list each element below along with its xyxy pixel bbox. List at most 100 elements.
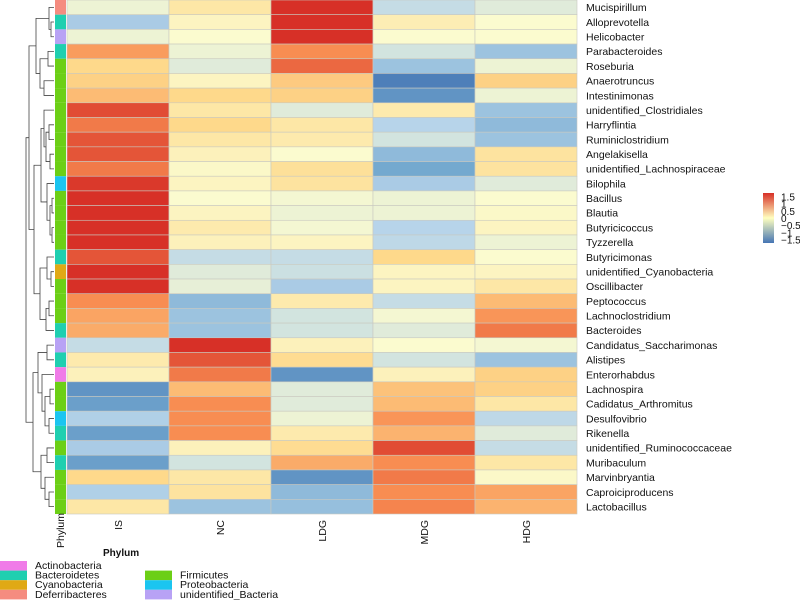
heatmap-cell bbox=[168, 234, 272, 250]
row-label: unidentified_Cyanobacteria bbox=[586, 266, 713, 278]
heatmap-cell bbox=[372, 484, 476, 500]
heatmap-cell bbox=[372, 29, 476, 45]
heatmap-cell bbox=[474, 410, 578, 427]
row-label: Bacillus bbox=[586, 193, 622, 205]
heatmap-cell bbox=[372, 293, 476, 309]
heatmap-cell bbox=[66, 410, 170, 427]
phylum-annotation-cell bbox=[55, 205, 66, 221]
heatmap-cell bbox=[66, 146, 170, 162]
heatmap-cell bbox=[372, 146, 476, 162]
phylum-annotation-cell bbox=[55, 29, 66, 45]
heatmap-cell bbox=[270, 43, 374, 60]
row-label: Anaerotruncus bbox=[586, 76, 654, 88]
heatmap-cell bbox=[372, 454, 476, 471]
heatmap-cell bbox=[372, 322, 476, 339]
heatmap-cell bbox=[270, 381, 374, 397]
heatmap-cell bbox=[270, 87, 374, 104]
heatmap-cell bbox=[474, 366, 578, 383]
phylum-annotation-cell bbox=[55, 146, 66, 162]
heatmap-cell bbox=[66, 366, 170, 383]
heatmap-cell bbox=[474, 234, 578, 250]
row-label: Bacteroides bbox=[586, 325, 641, 337]
heatmap-cell bbox=[168, 146, 272, 162]
phylum-annotation-cell bbox=[55, 469, 66, 485]
color-scale-tick-label: 0 bbox=[781, 214, 787, 225]
dendrogram-branch bbox=[48, 491, 54, 508]
heatmap-cell bbox=[372, 425, 476, 441]
row-label: Alloprevotella bbox=[586, 17, 649, 29]
heatmap-cell bbox=[270, 205, 374, 221]
heatmap-cell bbox=[270, 190, 374, 206]
heatmap-cell bbox=[474, 161, 578, 177]
row-label: Oscillibacter bbox=[586, 281, 644, 293]
row-label: unidentified_Ruminococcaceae bbox=[586, 443, 732, 455]
row-dendrogram bbox=[25, 6, 54, 508]
row-label: unidentified_Lachnospiraceae bbox=[586, 164, 726, 176]
row-label: Lachnospira bbox=[586, 384, 643, 396]
column-label: LDG bbox=[317, 520, 329, 542]
legend-swatch bbox=[0, 580, 27, 590]
heatmap-cell bbox=[168, 410, 272, 427]
phylum-annotation-cell bbox=[55, 411, 66, 426]
heatmap-cell bbox=[372, 410, 476, 427]
dendrogram-branch bbox=[45, 308, 54, 331]
heatmap-cell bbox=[66, 205, 170, 221]
heatmap-cell bbox=[474, 131, 578, 148]
heatmap-cell bbox=[270, 499, 374, 515]
legend-label: unidentified_Bacteria bbox=[180, 589, 278, 600]
heatmap-cell bbox=[372, 499, 476, 515]
heatmap-cell bbox=[372, 117, 476, 133]
phylum-annotation-cell bbox=[55, 190, 66, 206]
dendrogram-branch bbox=[44, 476, 54, 500]
heatmap-cell bbox=[474, 322, 578, 339]
legend-label: Actinobacteria bbox=[35, 560, 102, 572]
dendrogram-branch bbox=[47, 51, 54, 67]
row-label: Rikenella bbox=[586, 428, 629, 440]
heatmap-cell bbox=[270, 249, 374, 265]
heatmap-cell bbox=[474, 190, 578, 206]
heatmap-cell bbox=[372, 102, 476, 118]
row-label: Tyzzerella bbox=[586, 237, 633, 249]
heatmap-cell bbox=[66, 58, 170, 74]
phylum-annotation-cell bbox=[55, 381, 66, 397]
heatmap-cell bbox=[168, 219, 272, 236]
heatmap-cell bbox=[270, 131, 374, 148]
dendrogram-branch bbox=[50, 21, 54, 38]
dendrogram-branch bbox=[49, 388, 54, 405]
heatmap-cell bbox=[270, 117, 374, 133]
heatmap-cell bbox=[168, 117, 272, 133]
heatmap-cell bbox=[372, 352, 476, 368]
phylum-annotation-cell bbox=[55, 102, 66, 118]
color-scale-tick-label: −0.5 bbox=[781, 221, 800, 232]
phylum-annotation-cell bbox=[55, 337, 66, 353]
phylum-annotation-cell bbox=[55, 73, 66, 89]
heatmap-cell bbox=[270, 0, 374, 15]
heatmap-cell bbox=[270, 175, 374, 192]
dendrogram-branch bbox=[46, 183, 54, 221]
heatmap-cell bbox=[270, 58, 374, 74]
heatmap-cell bbox=[66, 14, 170, 30]
heatmap-cell bbox=[168, 425, 272, 441]
row-label: Roseburia bbox=[586, 61, 634, 73]
heatmap-cell bbox=[372, 58, 476, 74]
row-label: Intestinimonas bbox=[586, 90, 654, 102]
row-label: Desulfovibrio bbox=[586, 413, 647, 425]
legend-title: Phylum bbox=[103, 548, 139, 559]
heatmap-cell bbox=[270, 366, 374, 383]
heatmap-cell bbox=[270, 102, 374, 118]
heatmap-cell bbox=[168, 102, 272, 118]
phylum-annotation-cell bbox=[55, 44, 66, 59]
dendrogram-branch bbox=[41, 374, 54, 412]
heatmap-cell bbox=[168, 366, 272, 383]
heatmap-cell bbox=[474, 73, 578, 89]
dendrogram-branch bbox=[50, 271, 54, 287]
phylum-annotation-cell bbox=[55, 293, 66, 309]
heatmap-cell bbox=[270, 454, 374, 471]
heatmap-cell bbox=[270, 337, 374, 353]
heatmap-cell bbox=[66, 454, 170, 471]
heatmap-cell bbox=[270, 73, 374, 89]
heatmap-cell bbox=[270, 146, 374, 162]
heatmap-cell bbox=[372, 308, 476, 324]
heatmap-cell bbox=[168, 0, 272, 15]
